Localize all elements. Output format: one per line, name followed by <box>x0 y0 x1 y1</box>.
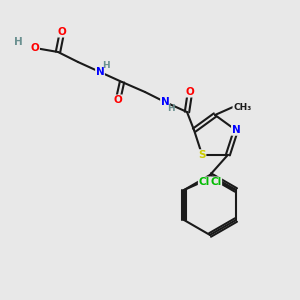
Text: H: H <box>167 104 175 113</box>
Text: O: O <box>186 87 194 97</box>
Text: Cl: Cl <box>198 177 210 187</box>
Text: CH₃: CH₃ <box>233 103 251 112</box>
Text: O: O <box>58 27 66 37</box>
Text: N: N <box>232 125 240 135</box>
Text: H: H <box>14 37 22 47</box>
Text: O: O <box>114 95 122 105</box>
Text: Cl: Cl <box>210 177 222 187</box>
Text: N: N <box>96 67 104 77</box>
Text: O: O <box>31 43 39 53</box>
Text: N: N <box>160 97 169 107</box>
Text: S: S <box>198 150 206 160</box>
Text: H: H <box>102 61 110 70</box>
